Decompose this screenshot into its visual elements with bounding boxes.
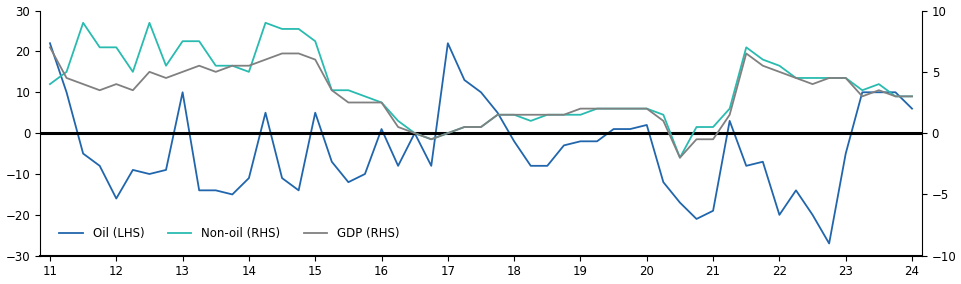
Line: GDP (RHS): GDP (RHS)	[50, 47, 911, 158]
GDP (RHS)	[591, 107, 603, 110]
Oil (LHS)	[823, 242, 834, 245]
GDP (RHS)	[674, 156, 685, 159]
Non-oil (RHS)	[292, 27, 304, 31]
Oil (LHS)	[591, 140, 603, 143]
GDP (RHS)	[905, 95, 917, 98]
Non-oil (RHS)	[557, 113, 569, 116]
Oil (LHS)	[905, 107, 917, 110]
Non-oil (RHS)	[740, 46, 752, 49]
Non-oil (RHS)	[905, 95, 917, 98]
Non-oil (RHS)	[574, 113, 585, 116]
Non-oil (RHS)	[624, 107, 635, 110]
GDP (RHS)	[541, 113, 553, 116]
Oil (LHS)	[44, 41, 56, 45]
Line: Oil (LHS): Oil (LHS)	[50, 43, 911, 243]
Oil (LHS)	[276, 176, 287, 180]
Oil (LHS)	[557, 144, 569, 147]
GDP (RHS)	[44, 46, 56, 49]
Oil (LHS)	[541, 164, 553, 168]
Oil (LHS)	[806, 213, 818, 217]
Non-oil (RHS)	[607, 107, 619, 110]
GDP (RHS)	[823, 76, 834, 80]
GDP (RHS)	[723, 113, 734, 116]
Non-oil (RHS)	[44, 82, 56, 86]
Non-oil (RHS)	[77, 21, 88, 24]
Legend: Oil (LHS), Non-oil (RHS), GDP (RHS): Oil (LHS), Non-oil (RHS), GDP (RHS)	[55, 222, 404, 245]
GDP (RHS)	[557, 113, 569, 116]
Oil (LHS)	[706, 209, 718, 212]
GDP (RHS)	[276, 52, 287, 55]
Line: Non-oil (RHS): Non-oil (RHS)	[50, 23, 911, 158]
Non-oil (RHS)	[674, 156, 685, 159]
